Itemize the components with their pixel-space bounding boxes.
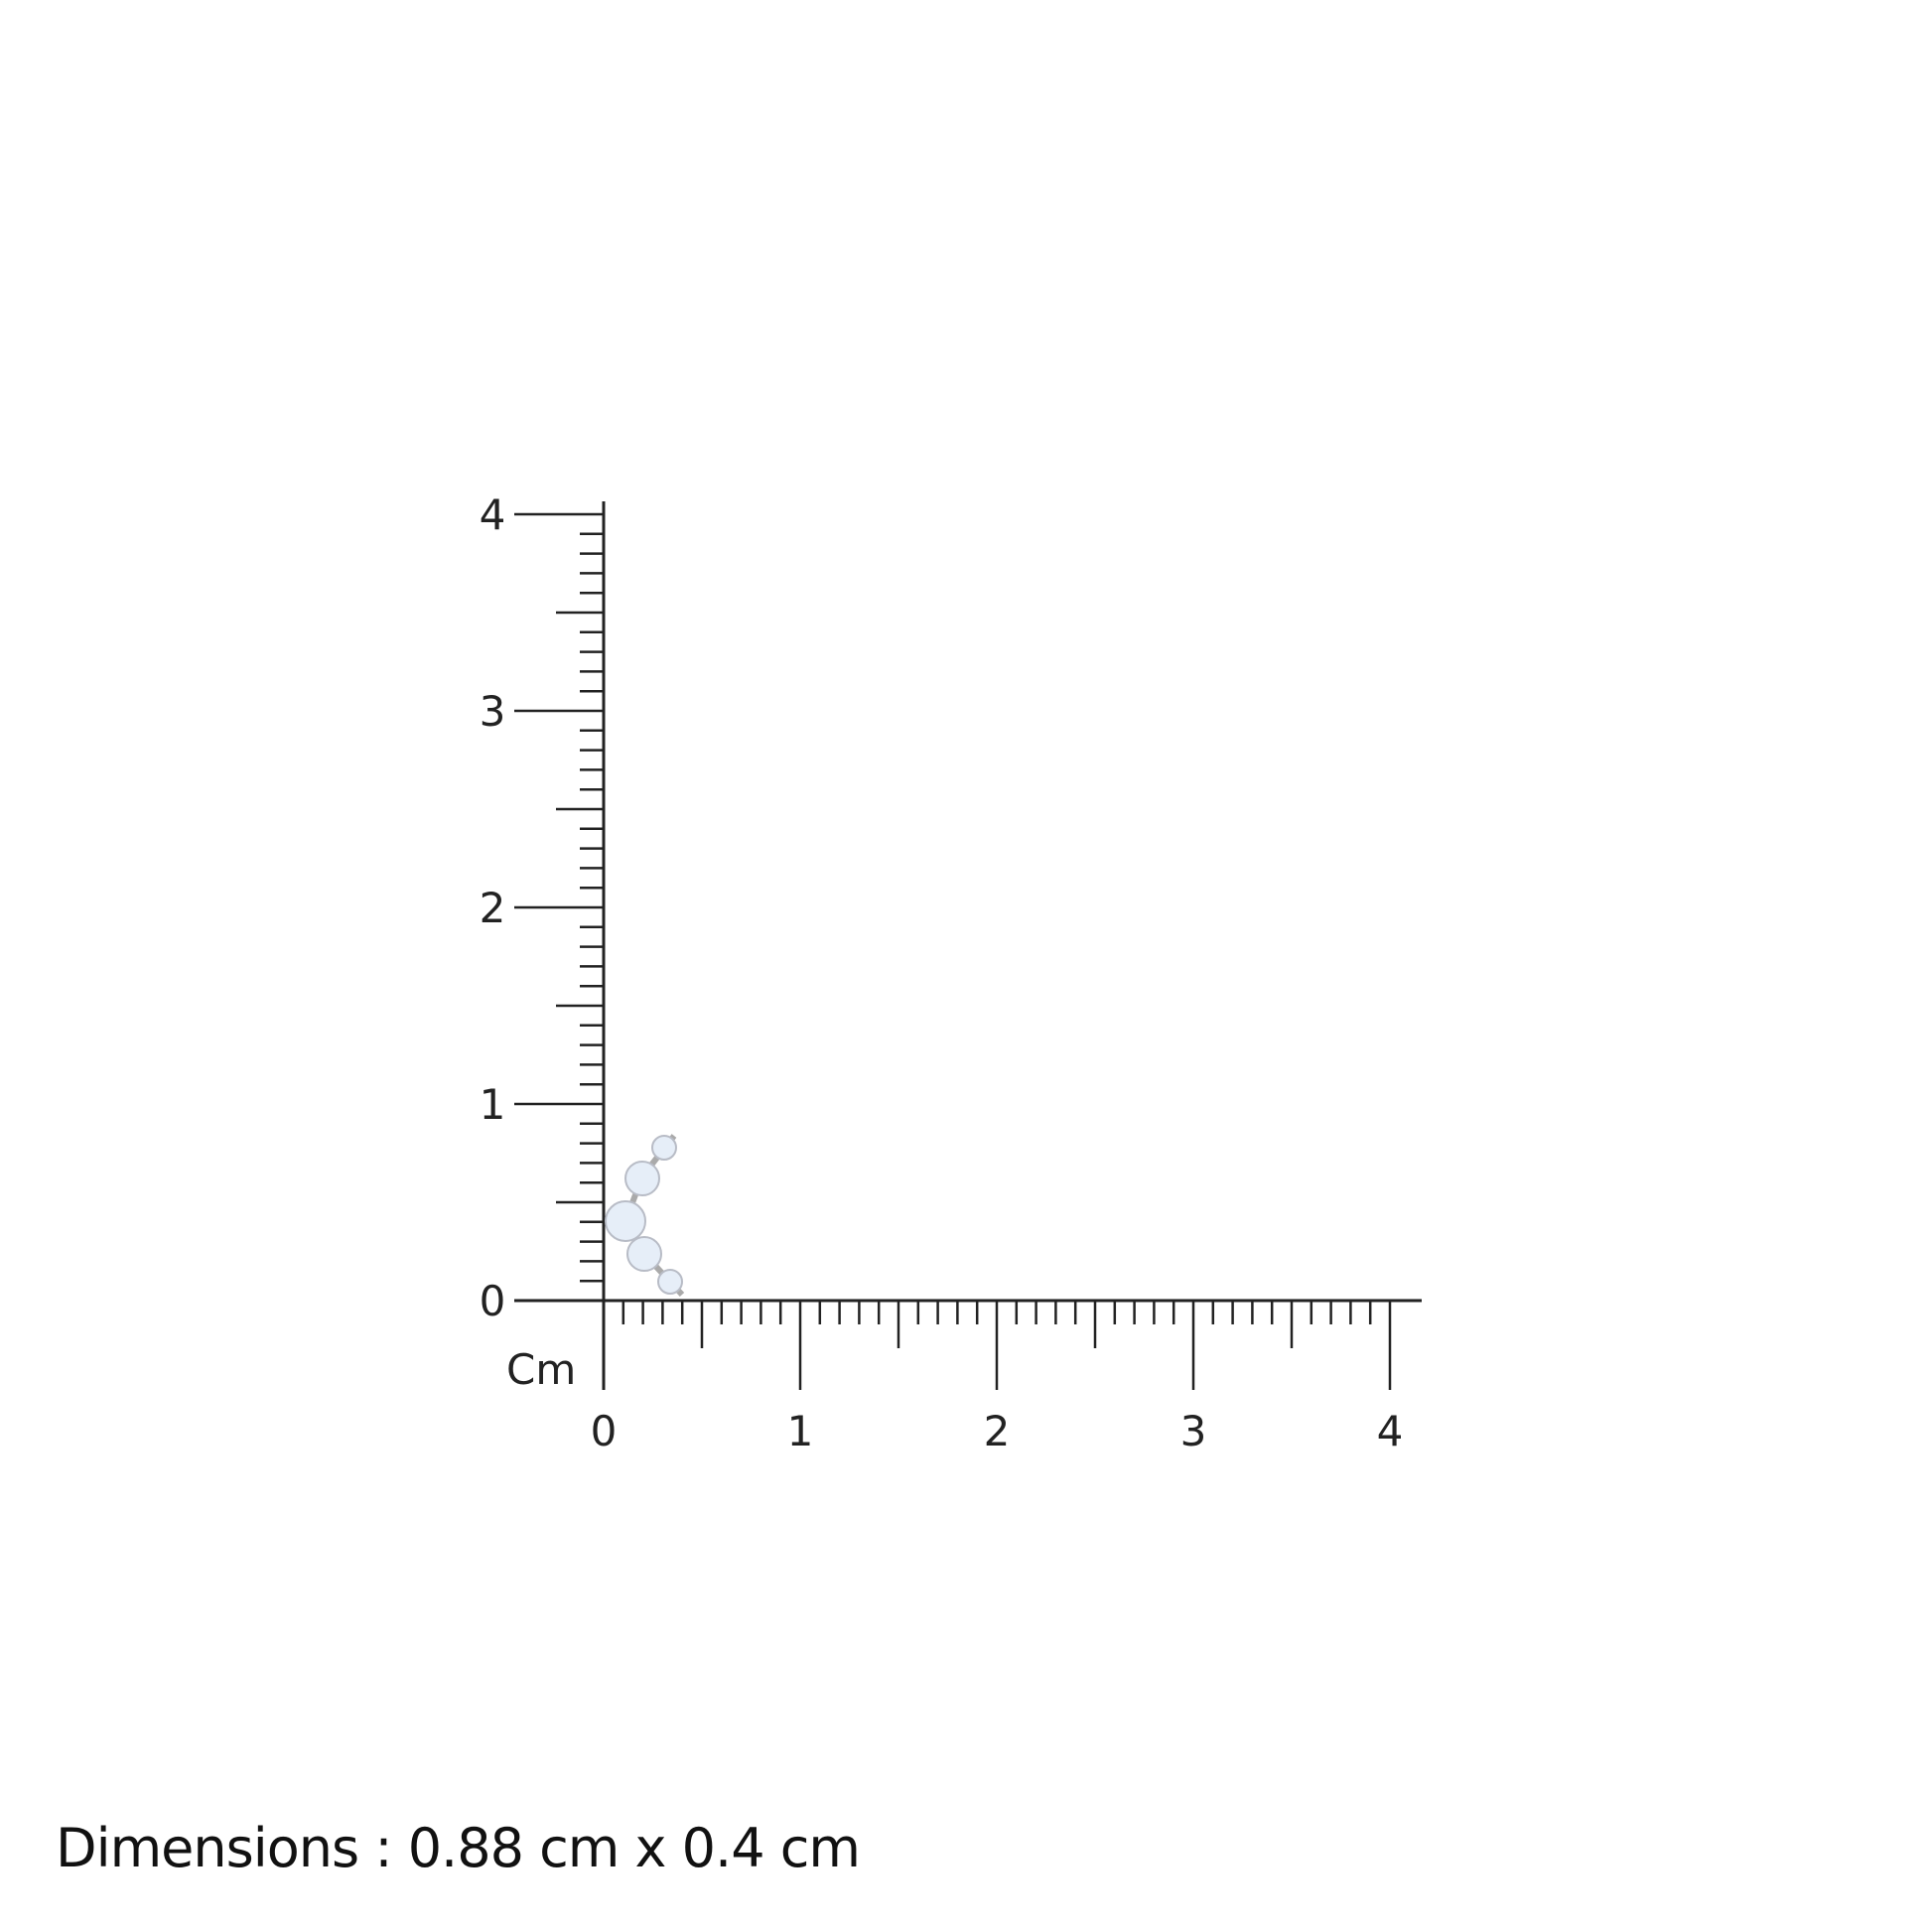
y-tick-label: 2	[480, 884, 506, 932]
y-tick-label: 4	[480, 490, 506, 539]
unit-label: Cm	[506, 1345, 576, 1394]
x-tick-label: 2	[984, 1407, 1011, 1455]
y-tick-label: 3	[480, 687, 506, 736]
x-tick-label: 3	[1180, 1407, 1207, 1455]
ruler-labels: 0 1 2 3 4 0 1 2 3 4	[480, 490, 1404, 1455]
dimensions-caption: Dimensions : 0.88 cm x 0.4 cm	[56, 1817, 861, 1879]
ruler-ticks	[514, 512, 1392, 1390]
y-tick-label: 1	[480, 1080, 506, 1129]
earring-image	[605, 1134, 685, 1298]
y-tick-label: 0	[480, 1277, 506, 1325]
x-tick-label: 1	[787, 1407, 814, 1455]
x-tick-label: 4	[1377, 1407, 1404, 1455]
x-tick-label: 0	[591, 1407, 618, 1455]
